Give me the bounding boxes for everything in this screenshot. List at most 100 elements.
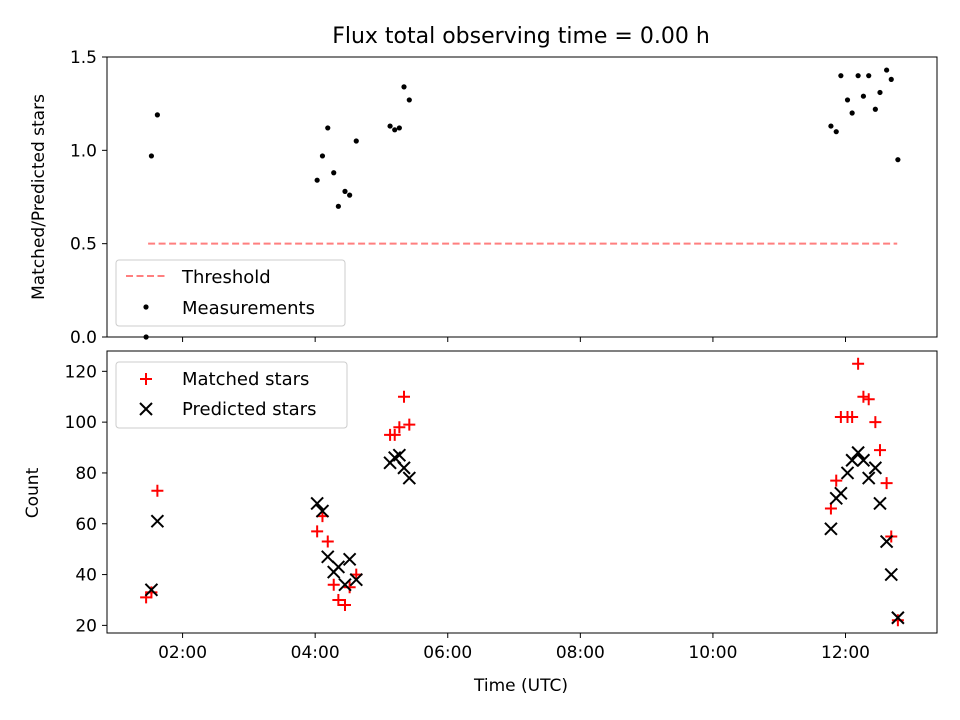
matched-stars-point — [846, 411, 859, 424]
predicted-stars-point — [868, 461, 883, 475]
measurements-point — [325, 125, 331, 131]
measurements-point — [833, 129, 839, 135]
matched-stars-point — [891, 614, 904, 627]
ratio-y-axis-label: Matched/Predicted stars — [29, 94, 49, 300]
count-panel-frame — [106, 350, 938, 634]
predicted-stars-point — [862, 471, 876, 485]
measurements-point — [884, 67, 890, 73]
measurements-point — [148, 153, 155, 159]
measurements-point — [860, 93, 867, 99]
matched-stars-point — [393, 421, 406, 434]
matched-stars-point — [388, 428, 401, 441]
matched-stars-point — [332, 593, 345, 606]
x-tick-label: 12:00 — [821, 643, 870, 663]
predicted-stars-point — [884, 567, 898, 582]
matched-stars-point — [869, 416, 882, 429]
measurements-point — [872, 106, 878, 112]
chart-title: Flux total observing time = 0.00 h — [332, 24, 710, 49]
ratio-y-tick-label: 0.0 — [70, 328, 97, 348]
predicted-stars-point — [845, 453, 859, 467]
count-y-axis-label: Count — [23, 467, 43, 518]
measurements-point — [849, 110, 855, 116]
matched-stars-point — [140, 591, 153, 604]
count-legend-box — [115, 361, 348, 429]
count-x-ticks: 02:00 04:00 06:00 08:00 10:00 12:00 — [158, 633, 870, 663]
x-tick-label: 04:00 — [291, 643, 340, 663]
ratio-legend-box — [115, 259, 346, 327]
measurements-point — [331, 170, 337, 176]
x-tick-label: 06:00 — [423, 643, 472, 663]
matched-stars-point — [830, 474, 843, 487]
measurements-point — [401, 84, 407, 90]
threshold-legend-label: Threshold — [181, 267, 271, 288]
x-tick-label: 08:00 — [556, 643, 605, 663]
ratio-panel: 0.0 0.5 1.0 1.5 Matched/Predicted stars Thr… — [29, 48, 938, 348]
ratio-legend: Threshold Measurements — [115, 259, 346, 327]
measurements-point — [347, 192, 353, 198]
matched-stars-point — [311, 525, 324, 538]
measurements-point — [387, 123, 393, 129]
count-y-tick-label: 80 — [75, 464, 97, 484]
predicted-stars-point — [834, 486, 848, 500]
measurements-point — [335, 203, 341, 209]
measurements-point — [406, 97, 412, 103]
measurements-point — [866, 73, 872, 79]
measurements-point — [342, 188, 348, 194]
measurements-point — [828, 123, 834, 129]
count-panel: 20 40 60 80 100 120 02:00 04:00 06:00 08:00 10:00… — [23, 350, 938, 663]
x-tick-label: 02:00 — [158, 643, 207, 663]
measurements-point — [396, 125, 402, 131]
predicted-stars-point — [402, 471, 417, 485]
count-y-tick-label: 60 — [75, 515, 97, 535]
predicted-stars-point — [856, 453, 871, 467]
measurements-point — [838, 73, 844, 79]
predicted-stars-point — [392, 448, 407, 462]
matched-stars-point — [321, 535, 334, 548]
predicted-stars-point — [144, 583, 159, 597]
ratio-marks — [143, 67, 901, 340]
predicted-stars-legend-marker — [139, 402, 153, 416]
matched-stars-point — [857, 390, 870, 403]
measurements-point — [844, 97, 851, 103]
count-y-tick-label: 100 — [65, 413, 97, 433]
predicted-stars-point — [840, 466, 855, 480]
measurements-point — [392, 127, 398, 133]
matched-stars-legend-label: Matched stars — [182, 369, 309, 390]
count-y-tick-label: 40 — [75, 566, 97, 586]
predicted-stars-point — [331, 560, 346, 574]
predicted-stars-legend-label: Predicted stars — [182, 399, 316, 420]
matched-stars-point — [403, 418, 416, 431]
predicted-stars-point — [315, 504, 330, 518]
predicted-stars-point — [150, 514, 165, 528]
predicted-stars-point — [338, 578, 352, 592]
predicted-stars-point — [321, 550, 335, 564]
count-y-axis: 20 40 60 80 100 120 — [65, 362, 107, 636]
matched-stars-point — [343, 581, 356, 594]
ratio-x-ticks — [182, 337, 847, 342]
matched-stars-point — [880, 477, 893, 490]
measurements-point — [855, 73, 861, 79]
predicted-stars-point — [851, 445, 865, 460]
predicted-stars-point — [879, 534, 894, 549]
ratio-panel-frame — [106, 56, 938, 338]
matched-stars-legend-marker — [140, 373, 152, 385]
count-legend: Matched stars Predicted stars — [115, 361, 348, 429]
predicted-stars-point — [891, 611, 905, 625]
measurements-point — [895, 157, 901, 163]
matched-stars-point — [151, 484, 164, 497]
count-marks — [140, 357, 905, 627]
measurements-legend-label: Measurements — [182, 298, 315, 319]
ratio-y-tick-label: 1.0 — [70, 141, 97, 161]
predicted-stars-point — [873, 496, 887, 511]
matched-stars-point — [145, 586, 158, 599]
predicted-stars-point — [342, 552, 357, 567]
count-y-tick-label: 120 — [65, 362, 97, 382]
measurements-legend-marker — [143, 304, 149, 310]
predicted-stars-point — [824, 522, 838, 536]
matched-stars-point — [873, 444, 886, 457]
predicted-stars-point — [310, 496, 324, 511]
matched-stars-point — [327, 578, 340, 591]
matched-stars-point — [397, 390, 410, 403]
count-y-tick-label: 20 — [75, 616, 97, 636]
